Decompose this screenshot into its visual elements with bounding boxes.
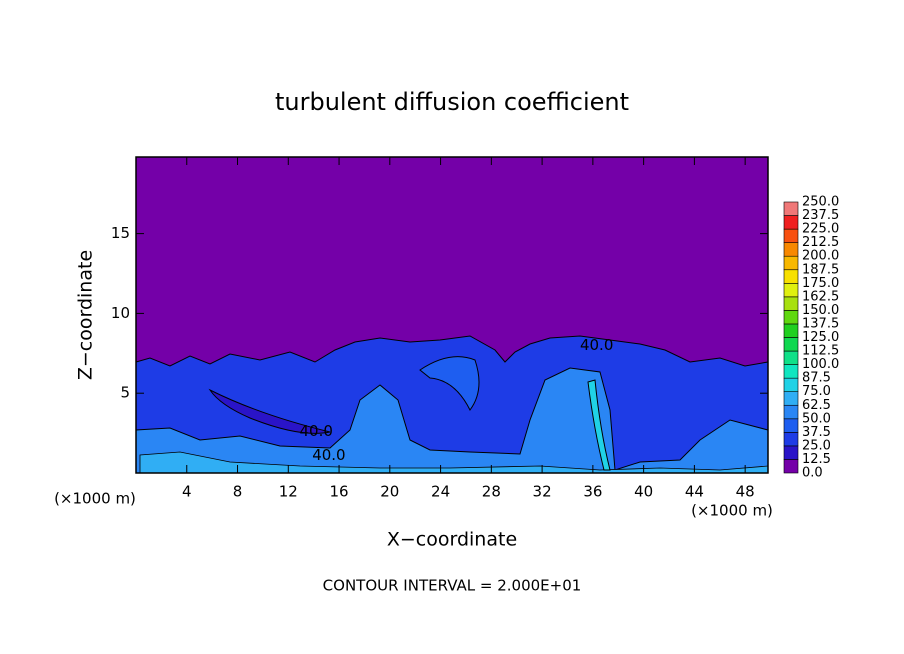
y-tick-label: 15	[111, 224, 130, 242]
colorbar-label: 187.5	[802, 262, 839, 277]
colorbar-swatch	[783, 228, 799, 243]
colorbar-label: 50.0	[802, 411, 831, 426]
field-patch	[208, 388, 331, 434]
colorbar-label: 137.5	[802, 316, 839, 331]
y-axis-label: Z−coordinate	[75, 250, 97, 380]
colorbar-swatch	[783, 269, 799, 284]
colorbar-swatch	[783, 323, 799, 338]
colorbar-label: 37.5	[802, 425, 831, 440]
y-unit: (×1000 m)	[54, 490, 136, 508]
colorbar-label: 225.0	[802, 222, 839, 237]
colorbar-swatch	[783, 404, 799, 420]
x-tick-label: 24	[431, 483, 450, 501]
x-tick-label: 12	[279, 483, 298, 501]
colorbar-label: 150.0	[802, 303, 839, 318]
colorbar-swatch	[783, 296, 799, 311]
colorbar-swatch	[783, 310, 799, 325]
colorbar-label: 212.5	[802, 235, 839, 250]
chart-title: turbulent diffusion coefficient	[275, 88, 629, 116]
plot-frame	[135, 156, 769, 474]
colorbar-swatch	[783, 350, 799, 365]
x-unit: (×1000 m)	[691, 502, 773, 520]
colorbar-swatch	[783, 459, 799, 474]
colorbar-label: 87.5	[802, 371, 831, 386]
colorbar-swatch	[783, 432, 799, 447]
x-axis-label: X−coordinate	[387, 529, 517, 551]
footer-note: CONTOUR INTERVAL = 2.000E+01	[323, 577, 582, 595]
colorbar-label: 0.0	[802, 466, 823, 481]
colorbar-label: 62.5	[802, 398, 831, 413]
colorbar-label: 237.5	[802, 208, 839, 223]
colorbar-swatch	[783, 242, 799, 257]
field-patch	[135, 367, 769, 474]
x-tick-label: 8	[233, 483, 243, 501]
colorbar-label: 75.0	[802, 384, 831, 399]
contour-field	[135, 157, 769, 474]
colorbar-swatch	[783, 215, 799, 230]
contour-label: 40.0	[300, 422, 333, 440]
contour-label: 40.0	[580, 336, 613, 354]
x-tick-label: 48	[736, 483, 755, 501]
colorbar-swatch	[783, 391, 799, 406]
colorbar-label: 250.0	[802, 195, 839, 210]
x-tick-label: 20	[380, 483, 399, 501]
contour-label: 40.0	[312, 446, 345, 464]
colorbar-swatch	[783, 445, 799, 460]
colorbar-swatch	[783, 255, 799, 271]
field-patch	[419, 356, 480, 411]
colorbar-swatch	[783, 377, 799, 392]
x-tick-label: 28	[482, 483, 501, 501]
y-tick-label: 10	[111, 304, 130, 322]
colorbar-label: 175.0	[802, 276, 839, 291]
x-tick-label: 36	[583, 483, 602, 501]
colorbar-label: 200.0	[802, 249, 839, 264]
colorbar-swatch	[783, 201, 799, 216]
colorbar-label: 125.0	[802, 330, 839, 345]
colorbar-swatch	[783, 337, 799, 352]
colorbar-label: 25.0	[802, 438, 831, 453]
x-tick-label: 44	[685, 483, 704, 501]
field-patch	[587, 379, 611, 471]
colorbar-swatch	[783, 282, 799, 298]
x-tick-label: 40	[634, 483, 653, 501]
colorbar-label: 100.0	[802, 357, 839, 372]
x-tick-label: 4	[182, 483, 192, 501]
colorbar-label: 12.5	[802, 452, 831, 467]
colorbar-swatch	[783, 418, 799, 433]
y-tick-label: 5	[120, 384, 130, 402]
field-patch	[139, 451, 769, 474]
colorbar-label: 112.5	[802, 344, 839, 359]
colorbar-label: 162.5	[802, 289, 839, 304]
x-tick-label: 32	[533, 483, 552, 501]
x-tick-label: 16	[330, 483, 349, 501]
colorbar-swatch	[783, 364, 799, 379]
